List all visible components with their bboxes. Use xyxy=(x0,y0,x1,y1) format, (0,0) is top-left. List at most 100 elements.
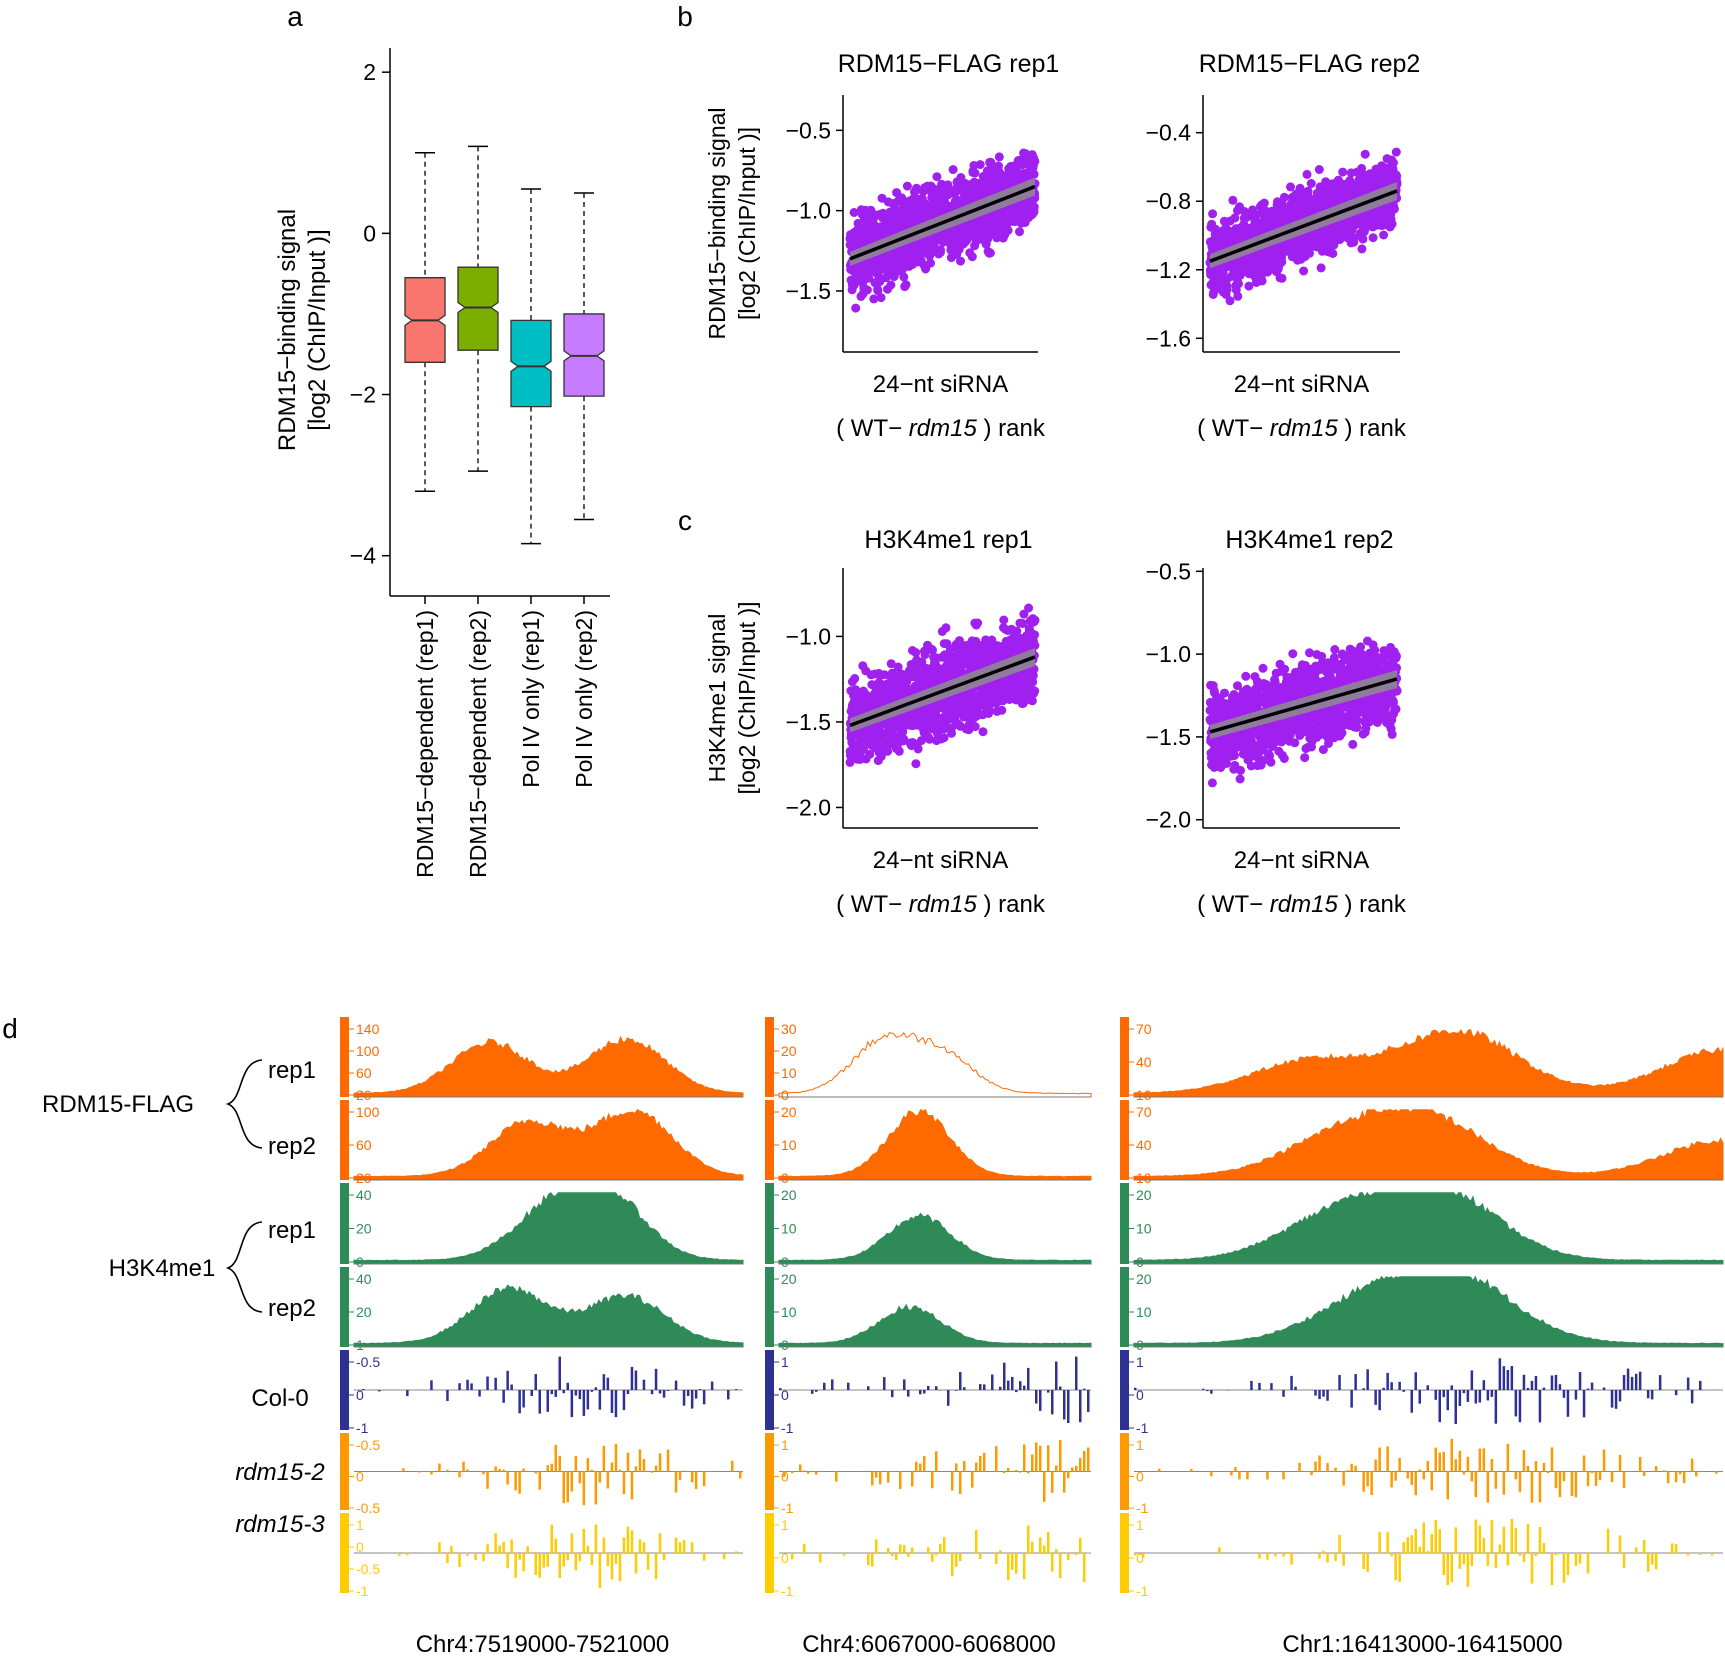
scatter-point xyxy=(1029,169,1039,179)
scatter-title: RDM15−FLAG rep2 xyxy=(1199,50,1421,78)
scatter-point xyxy=(1210,224,1220,234)
scatter-point xyxy=(1266,757,1276,767)
scatter-point xyxy=(973,618,983,628)
panel-c-rep2-scatter: H3K4me1 rep2−0.5−1.0−1.5−2.024−nt siRNA(… xyxy=(1146,526,1407,918)
scatter-point xyxy=(941,623,951,633)
scatter-xlabel: 24−nt siRNA xyxy=(873,847,1008,874)
scatter-point xyxy=(1236,765,1245,775)
scatter-point xyxy=(845,757,855,767)
scatter-point xyxy=(1030,630,1040,640)
scatter-point xyxy=(978,727,988,737)
scatter-point xyxy=(901,280,911,290)
scatter-point xyxy=(999,615,1009,625)
scatter-ytick-label: −2.0 xyxy=(1146,807,1191,833)
scatter-point xyxy=(1030,686,1040,696)
scatter-ytick-label: −1.5 xyxy=(786,278,831,304)
scatter-point xyxy=(1235,774,1245,784)
scatter-point xyxy=(873,286,883,296)
scatter-ytick-label: −1.0 xyxy=(786,198,831,224)
scatter-point xyxy=(1234,279,1243,289)
scatter-point xyxy=(1228,195,1238,205)
scatter-point xyxy=(1030,615,1040,625)
scatter-point xyxy=(967,252,977,262)
panel-a-boxes xyxy=(404,145,605,545)
scatter-ytick-label: −0.8 xyxy=(1146,188,1191,214)
scatter-point xyxy=(1387,219,1397,229)
scatter-point xyxy=(1338,167,1348,177)
panel-a-boxplot: a RDM15−binding signal [log2 (ChIP/Input… xyxy=(274,1,610,878)
scatter-point xyxy=(876,293,886,303)
a-ytick-label: −2 xyxy=(350,382,376,408)
a-category-label: RDM15−dependent (rep1) xyxy=(412,610,438,878)
scatter-point xyxy=(1027,696,1037,706)
scatter-xlabel2: ( WT− rdm15 ) rank xyxy=(836,891,1046,918)
xlabel2-suffix: ) rank xyxy=(977,415,1046,442)
scatter-ylabel: RDM15−binding signal xyxy=(704,107,730,339)
scatter-point xyxy=(912,183,921,193)
scatter-point xyxy=(1329,240,1339,250)
xlabel2-gene: rdm15 xyxy=(1270,415,1339,442)
scatter-point xyxy=(1280,664,1290,674)
scatter-point xyxy=(1259,198,1269,208)
xlabel2-gene: rdm15 xyxy=(909,891,978,918)
scatter-point xyxy=(1379,230,1389,240)
scatter-point xyxy=(1360,149,1370,159)
scatter-point xyxy=(894,746,904,756)
scatter-point xyxy=(936,245,946,255)
xlabel2-gene: rdm15 xyxy=(909,415,978,442)
scatter-point xyxy=(975,160,985,170)
scatter-point xyxy=(902,181,912,191)
scatter-regression-line xyxy=(849,184,1036,261)
scatter-point xyxy=(1029,202,1039,212)
scatter-title: RDM15−FLAG rep1 xyxy=(838,50,1060,78)
xlabel2-suffix: ) rank xyxy=(1338,415,1407,442)
scatter-ytick-label: −1.0 xyxy=(1146,641,1191,667)
scatter-point xyxy=(1230,751,1239,760)
panel-b-rep2-scatter: RDM15−FLAG rep2−0.4−0.8−1.2−1.624−nt siR… xyxy=(1146,50,1421,442)
scatter-point xyxy=(1244,281,1254,291)
scatter-point xyxy=(1306,179,1316,188)
scatter-point xyxy=(913,744,923,754)
scatter-point xyxy=(1277,257,1287,267)
scatter-point xyxy=(1391,147,1401,157)
scatter-point xyxy=(932,172,942,182)
scatter-xlabel2: ( WT− rdm15 ) rank xyxy=(1197,415,1407,442)
scatter-ylabel2: [log2 (ChIP/Input )] xyxy=(734,601,760,794)
scatter-point xyxy=(997,705,1007,715)
scatter-ytick-label: −1.0 xyxy=(786,623,831,649)
scatter-point xyxy=(1024,603,1034,613)
scatter-point xyxy=(911,759,921,769)
scatter-point xyxy=(1225,296,1235,306)
scatter-ylabel: H3K4me1 signal xyxy=(704,614,730,783)
scatter-point xyxy=(1279,192,1289,202)
scatter-point xyxy=(1299,266,1309,276)
a-ytick-label: 0 xyxy=(363,220,376,246)
scatter-point xyxy=(1279,754,1289,763)
scatter-point xyxy=(1302,169,1312,179)
scatter-point xyxy=(886,280,896,290)
scatter-point xyxy=(1015,227,1024,237)
xlabel2-suffix: ) rank xyxy=(977,891,1046,918)
scatter-ytick-label: −1.5 xyxy=(786,709,831,735)
scatter-point xyxy=(1003,225,1013,235)
scatter-point xyxy=(899,272,909,282)
scatter-point xyxy=(939,733,949,743)
scatter-point xyxy=(1257,276,1267,286)
scatter-ytick-label: −0.4 xyxy=(1146,120,1192,146)
scatter-point xyxy=(1296,187,1306,197)
scatter-point xyxy=(859,745,868,754)
scatter-point xyxy=(956,256,965,266)
scatter-point xyxy=(1233,291,1243,301)
scatter-point xyxy=(1220,688,1229,698)
scatter-point xyxy=(1305,248,1314,258)
panel-a-xlabels: RDM15−dependent (rep1) RDM15−dependent (r… xyxy=(412,596,597,878)
scatter-point xyxy=(1337,728,1347,738)
scatter-point xyxy=(1300,753,1310,763)
scatter-point xyxy=(1290,738,1300,748)
scatter-xlabel2: ( WT− rdm15 ) rank xyxy=(836,415,1046,442)
a-box xyxy=(457,266,499,351)
scatter-point xyxy=(850,674,860,683)
